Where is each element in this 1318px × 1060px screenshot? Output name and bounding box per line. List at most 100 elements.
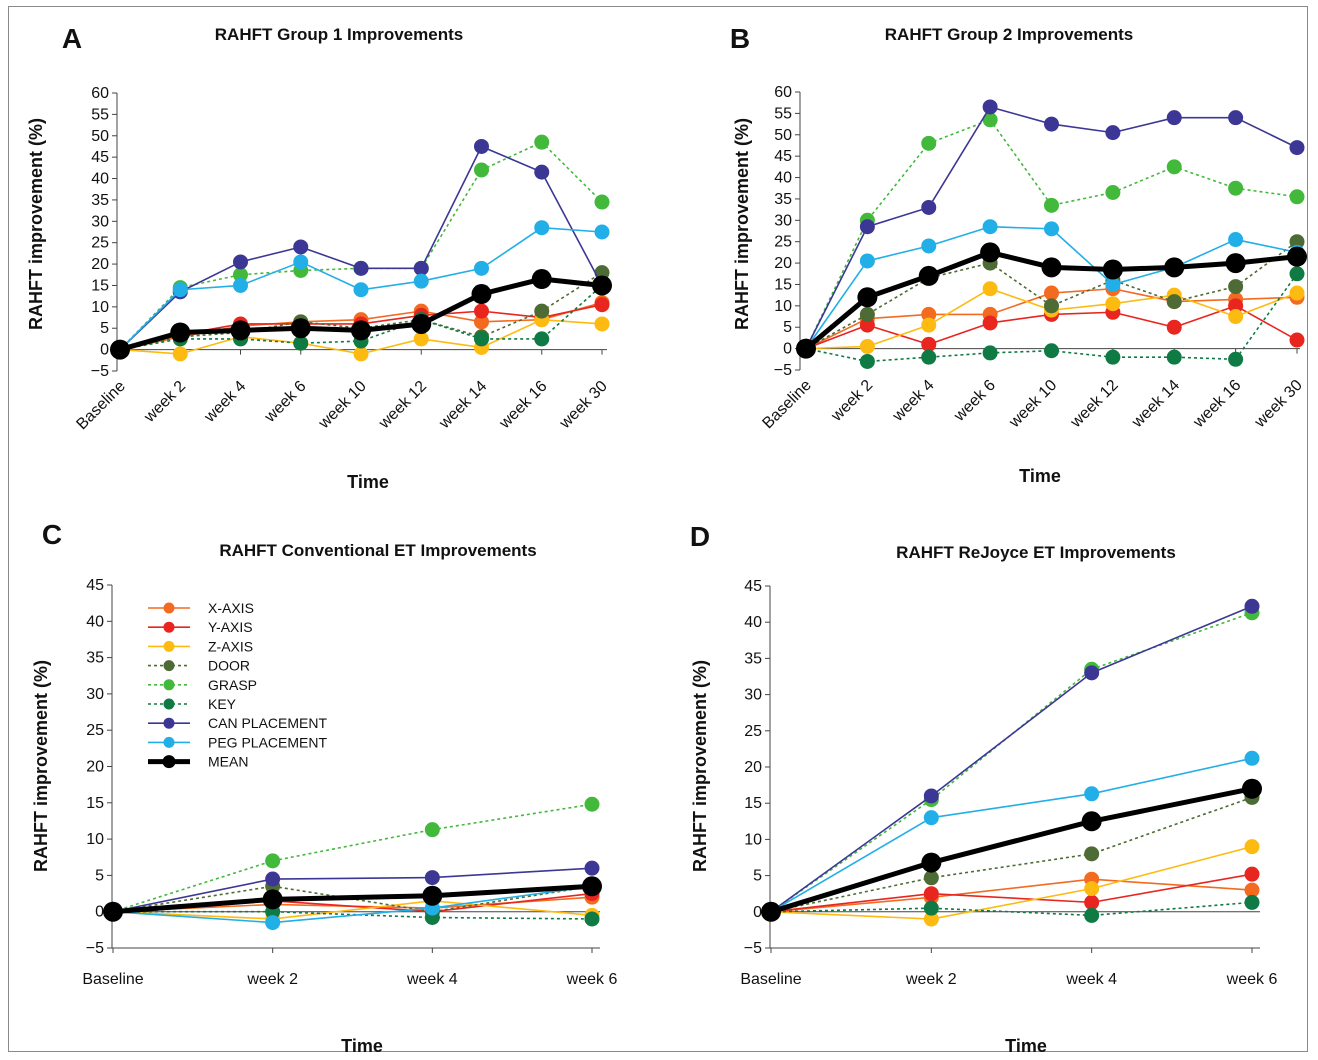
data-point-mean [230, 320, 251, 341]
data-point-key [859, 353, 875, 369]
x-axis-label: Time [1005, 1036, 1047, 1056]
data-point-key [1244, 894, 1260, 910]
data-point-mean [592, 275, 612, 296]
y-axis-label: RAHFT improvement (%) [690, 660, 710, 872]
data-point-x-axis [921, 306, 937, 322]
y-tick-label: 10 [774, 298, 792, 315]
x-axis-label: Time [347, 472, 389, 492]
data-point-peg-placement [265, 915, 281, 931]
data-point-grasp [1044, 197, 1059, 213]
x-tick-label: week 4 [1065, 971, 1117, 988]
y-tick-label: 30 [774, 212, 792, 229]
data-point-peg-placement [534, 220, 550, 236]
data-point-mean [1287, 246, 1307, 267]
series-line-grasp [119, 141, 603, 351]
y-tick-label: 40 [744, 614, 762, 631]
series-line-z-axis [770, 845, 1253, 920]
data-point-grasp [233, 267, 248, 283]
data-point-mean [290, 318, 311, 339]
data-point-mean [1041, 257, 1062, 278]
panel-letter: B [730, 23, 750, 54]
y-tick-label: 25 [91, 235, 109, 252]
legend-label-peg-placement: PEG PLACEMENT [208, 734, 327, 750]
legend-label-y-axis: Y-AXIS [208, 619, 253, 635]
data-point-z-axis [923, 911, 939, 927]
x-axis-label: Time [341, 1036, 383, 1056]
data-point-y-axis [859, 317, 875, 333]
data-point-mean [1164, 257, 1185, 278]
y-tick-label: 60 [774, 84, 792, 101]
y-tick-label: 10 [744, 831, 762, 848]
y-tick-label: 15 [86, 795, 104, 812]
series-key [763, 894, 1260, 923]
series-line-peg-placement [770, 757, 1253, 913]
data-point-door [859, 306, 875, 322]
panel-c: C RAHFT Conventional ET Improvements RAHFT… [31, 519, 617, 1056]
series-mean [761, 778, 1262, 922]
data-point-can-placement [1044, 116, 1059, 132]
data-point-y-axis [594, 297, 610, 313]
chart-title: RAHFT Group 1 Improvements [215, 25, 463, 44]
x-tick-label: week 30 [556, 378, 611, 433]
x-tick-label: week 16 [1190, 377, 1245, 432]
x-tick-label: week 10 [315, 378, 370, 433]
data-point-z-axis [1105, 296, 1121, 312]
y-tick-label: 40 [91, 171, 109, 188]
y-tick-label: −5 [774, 362, 792, 379]
data-point-grasp [534, 134, 550, 150]
x-tick-label: week 14 [435, 378, 490, 433]
series-can-placement [763, 598, 1260, 920]
data-point-can-placement [1228, 110, 1244, 126]
data-point-can-placement [353, 260, 369, 276]
data-point-peg-placement [1084, 786, 1100, 802]
y-tick-label: 50 [774, 127, 792, 144]
y-tick-label: 0 [95, 904, 104, 921]
data-point-peg-placement [413, 273, 429, 289]
series-z-axis [763, 839, 1260, 927]
data-point-grasp [584, 796, 600, 812]
data-point-peg-placement [1105, 276, 1121, 292]
legend-label-x-axis: X-AXIS [208, 600, 254, 616]
x-tick-label: Baseline [740, 971, 801, 988]
y-tick-label: 20 [774, 255, 792, 272]
data-point-y-axis [474, 303, 489, 319]
y-tick-label: 0 [753, 904, 762, 921]
y-tick-label: 45 [744, 578, 762, 595]
data-point-peg-placement [1228, 232, 1244, 248]
data-point-key [584, 911, 600, 927]
series-y-axis [798, 298, 1305, 357]
x-tick-label: week 4 [406, 971, 458, 988]
data-point-x-axis [1244, 882, 1260, 898]
data-point-can-placement [1166, 110, 1182, 126]
legend-label-grasp: GRASP [208, 677, 257, 693]
y-tick-label: 40 [86, 613, 104, 630]
data-point-mean [422, 885, 443, 906]
x-tick-label: week 2 [140, 378, 189, 427]
data-point-y-axis [1166, 319, 1182, 335]
data-point-grasp [474, 162, 489, 178]
y-tick-label: 55 [774, 105, 792, 122]
data-point-z-axis [1244, 839, 1260, 855]
y-tick-label: 30 [744, 687, 762, 704]
x-tick-label: week 4 [889, 377, 938, 426]
y-tick-label: 30 [86, 686, 104, 703]
series-line-z-axis [112, 900, 593, 920]
y-tick-label: 45 [91, 149, 109, 166]
data-point-z-axis [353, 346, 369, 362]
data-point-door [534, 303, 550, 319]
data-point-grasp [921, 135, 937, 151]
data-point-mean [170, 322, 191, 343]
x-tick-label: week 6 [261, 378, 310, 427]
series-peg-placement [763, 750, 1260, 920]
data-point-key [1166, 349, 1182, 365]
legend-label-z-axis: Z-AXIS [208, 638, 253, 654]
data-point-peg-placement [921, 238, 937, 254]
x-tick-label: week 6 [950, 377, 999, 426]
x-tick-label: Baseline [82, 971, 143, 988]
series-line-grasp [805, 119, 1298, 349]
y-tick-label: 50 [91, 128, 109, 145]
legend-marker-mean [162, 755, 176, 769]
data-point-y-axis [1244, 866, 1260, 882]
y-tick-label: 20 [91, 256, 109, 273]
data-point-z-axis [1289, 285, 1305, 301]
